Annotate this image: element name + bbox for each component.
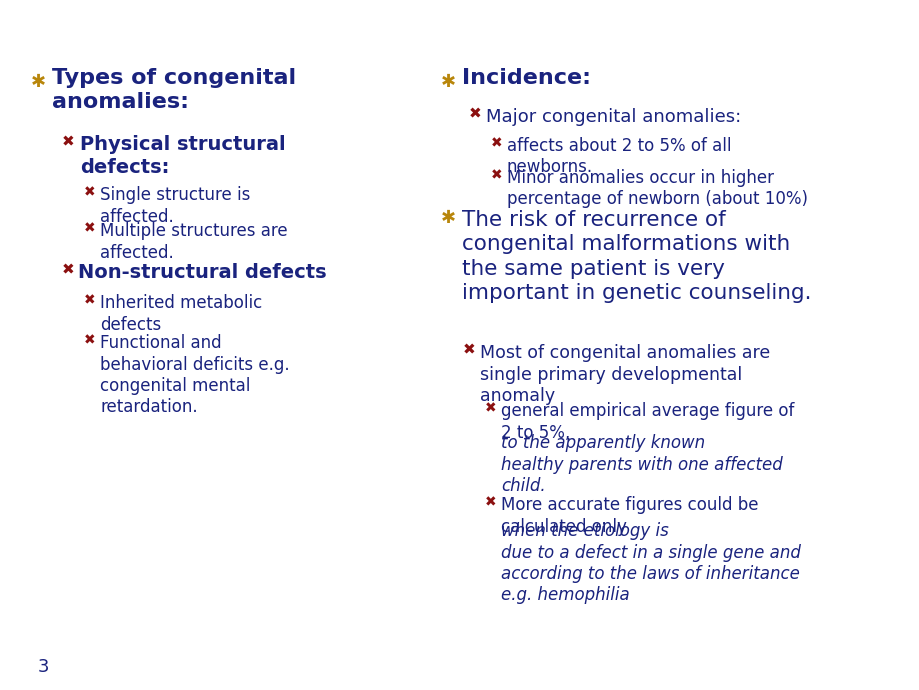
Text: Major congenital anomalies:: Major congenital anomalies: — [485, 108, 741, 126]
Text: to the apparently known
healthy parents with one affected
child.: to the apparently known healthy parents … — [501, 434, 782, 495]
Text: The risk of recurrence of
congenital malformations with
the same patient is very: The risk of recurrence of congenital mal… — [461, 210, 811, 304]
Text: Minor anomalies occur in higher
percentage of newborn (about 10%): Minor anomalies occur in higher percenta… — [506, 169, 807, 208]
Text: when the etiology is
due to a defect in a single gene and
according to the laws : when the etiology is due to a defect in … — [501, 522, 800, 604]
Text: 3: 3 — [38, 658, 50, 676]
Text: Most of congenital anomalies are
single primary developmental
anomaly: Most of congenital anomalies are single … — [480, 344, 769, 405]
Text: ✱: ✱ — [440, 73, 455, 91]
Text: ✱: ✱ — [440, 209, 455, 227]
Text: More accurate figures could be
calculated only: More accurate figures could be calculate… — [501, 496, 757, 535]
Text: Multiple structures are
affected.: Multiple structures are affected. — [100, 222, 288, 262]
Text: ✖: ✖ — [491, 136, 503, 150]
Text: ✖: ✖ — [85, 221, 96, 235]
Text: Functional and
behavioral deficits e.g.
congenital mental
retardation.: Functional and behavioral deficits e.g. … — [100, 334, 289, 417]
Text: ✱: ✱ — [30, 73, 46, 91]
Text: ✖: ✖ — [484, 401, 496, 415]
Text: ✖: ✖ — [484, 495, 496, 509]
Text: affects about 2 to 5% of all
newborns.: affects about 2 to 5% of all newborns. — [506, 137, 731, 177]
Text: ✖: ✖ — [85, 185, 96, 199]
Text: ✖: ✖ — [462, 342, 475, 357]
Text: ✖: ✖ — [468, 106, 481, 121]
Text: ✖: ✖ — [85, 333, 96, 347]
Text: ✖: ✖ — [85, 293, 96, 307]
Text: ✖: ✖ — [62, 262, 74, 277]
Text: general empirical average figure of
2 to 5%,: general empirical average figure of 2 to… — [501, 402, 793, 442]
Text: Types of congenital
anomalies:: Types of congenital anomalies: — [52, 68, 296, 112]
Text: Non-structural defects: Non-structural defects — [78, 263, 326, 282]
Text: ✖: ✖ — [491, 168, 503, 182]
Text: ✖: ✖ — [62, 135, 74, 150]
Text: Physical structural
defects:: Physical structural defects: — [80, 135, 285, 177]
Text: Inherited metabolic
defects: Inherited metabolic defects — [100, 294, 262, 333]
Text: Single structure is
affected.: Single structure is affected. — [100, 186, 250, 226]
Text: Incidence:: Incidence: — [461, 68, 590, 88]
